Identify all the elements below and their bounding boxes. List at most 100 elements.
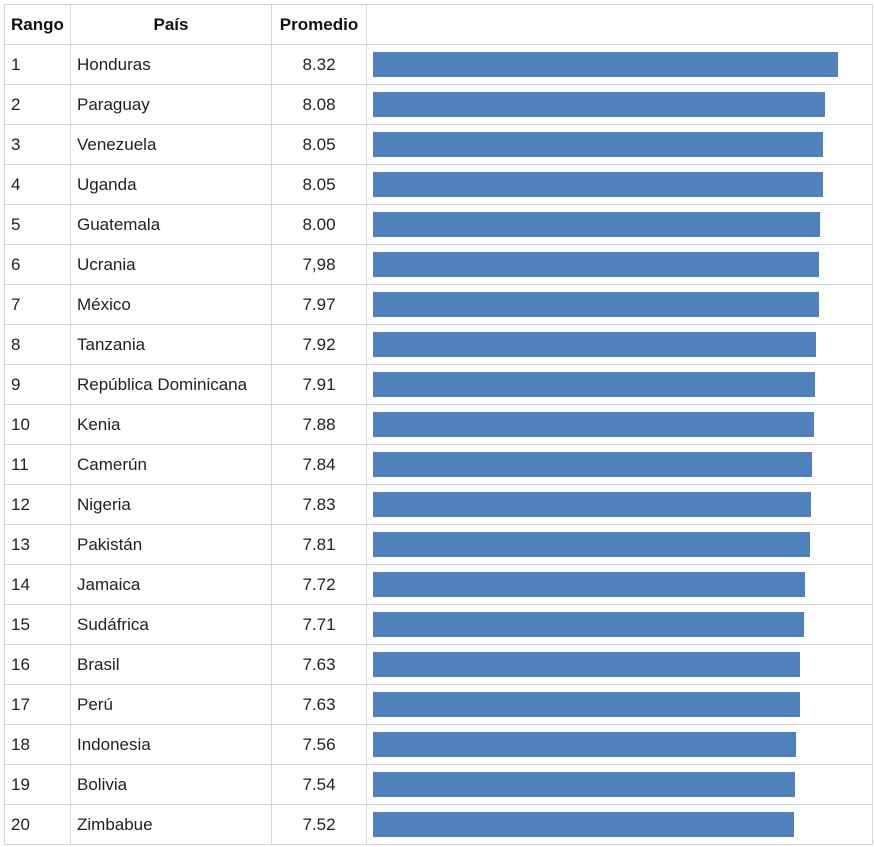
- bar-zimbabue: [373, 812, 794, 837]
- average-cell: 7.88: [271, 404, 367, 445]
- average-cell: 8.08: [271, 84, 367, 125]
- header-rank: Rango: [4, 4, 71, 45]
- bar-track: [373, 532, 866, 557]
- country-cell: Tanzania: [70, 324, 272, 365]
- bar-uganda: [373, 172, 824, 197]
- bar-track: [373, 612, 866, 637]
- average-cell: 7.54: [271, 764, 367, 805]
- bar-jamaica: [373, 572, 805, 597]
- table-row: 7 México 7.97: [4, 284, 873, 325]
- bar-guatemala: [373, 212, 821, 237]
- country-cell: República Dominicana: [70, 364, 272, 405]
- header-bar: [366, 4, 873, 45]
- bar-cell: [366, 124, 873, 165]
- ranking-table: Rango País Promedio 1 Honduras 8.32 2 Paragu…: [4, 4, 873, 845]
- rank-cell: 4: [4, 164, 71, 205]
- bar-indonesia: [373, 732, 796, 757]
- average-cell: 8.32: [271, 44, 367, 85]
- header-average: Promedio: [271, 4, 367, 45]
- average-cell: 7.63: [271, 644, 367, 685]
- rank-cell: 16: [4, 644, 71, 685]
- table-row: 14 Jamaica 7.72: [4, 564, 873, 605]
- bar-ucrania: [373, 252, 820, 277]
- rank-cell: 14: [4, 564, 71, 605]
- bar-sudáfrica: [373, 612, 805, 637]
- rank-cell: 6: [4, 244, 71, 285]
- table-row: 1 Honduras 8.32: [4, 44, 873, 85]
- table-row: 5 Guatemala 8.00: [4, 204, 873, 245]
- table-row: 2 Paraguay 8.08: [4, 84, 873, 125]
- bar-bolivia: [373, 772, 795, 797]
- average-cell: 7,98: [271, 244, 367, 285]
- bar-república-dominicana: [373, 372, 816, 397]
- bar-track: [373, 572, 866, 597]
- bar-cell: [366, 364, 873, 405]
- rank-cell: 12: [4, 484, 71, 525]
- bar-cell: [366, 44, 873, 85]
- bar-track: [373, 252, 866, 277]
- average-cell: 7.81: [271, 524, 367, 565]
- bar-track: [373, 292, 866, 317]
- average-cell: 7.84: [271, 444, 367, 485]
- bar-track: [373, 452, 866, 477]
- bar-cell: [366, 284, 873, 325]
- bar-track: [373, 492, 866, 517]
- table-row: 6 Ucrania 7,98: [4, 244, 873, 285]
- bar-track: [373, 212, 866, 237]
- rank-cell: 2: [4, 84, 71, 125]
- rank-cell: 18: [4, 724, 71, 765]
- average-cell: 7.56: [271, 724, 367, 765]
- average-cell: 8.05: [271, 124, 367, 165]
- rank-cell: 1: [4, 44, 71, 85]
- rank-cell: 11: [4, 444, 71, 485]
- country-cell: México: [70, 284, 272, 325]
- table-row: 9 República Dominicana 7.91: [4, 364, 873, 405]
- rank-cell: 10: [4, 404, 71, 445]
- bar-honduras: [373, 52, 839, 77]
- country-cell: Bolivia: [70, 764, 272, 805]
- average-cell: 8.00: [271, 204, 367, 245]
- average-cell: 7.83: [271, 484, 367, 525]
- table-row: 16 Brasil 7.63: [4, 644, 873, 685]
- bar-track: [373, 372, 866, 397]
- bar-cell: [366, 164, 873, 205]
- country-cell: Indonesia: [70, 724, 272, 765]
- table-row: 8 Tanzania 7.92: [4, 324, 873, 365]
- rank-cell: 20: [4, 804, 71, 845]
- bar-cell: [366, 484, 873, 525]
- bar-camerún: [373, 452, 812, 477]
- bar-cell: [366, 244, 873, 285]
- country-cell: Brasil: [70, 644, 272, 685]
- bar-track: [373, 52, 866, 77]
- bar-paraguay: [373, 92, 825, 117]
- table-row: 15 Sudáfrica 7.71: [4, 604, 873, 645]
- country-cell: Camerún: [70, 444, 272, 485]
- bar-cell: [366, 724, 873, 765]
- bar-cell: [366, 84, 873, 125]
- bar-track: [373, 332, 866, 357]
- country-cell: Ucrania: [70, 244, 272, 285]
- bar-cell: [366, 764, 873, 805]
- table-row: 17 Perú 7.63: [4, 684, 873, 725]
- rank-cell: 3: [4, 124, 71, 165]
- bar-track: [373, 412, 866, 437]
- country-cell: Jamaica: [70, 564, 272, 605]
- bar-perú: [373, 692, 800, 717]
- bar-cell: [366, 644, 873, 685]
- header-row: Rango País Promedio: [4, 4, 873, 45]
- bar-track: [373, 692, 866, 717]
- bar-track: [373, 652, 866, 677]
- country-cell: Venezuela: [70, 124, 272, 165]
- bar-cell: [366, 684, 873, 725]
- bar-track: [373, 172, 866, 197]
- table-row: 19 Bolivia 7.54: [4, 764, 873, 805]
- bar-tanzania: [373, 332, 816, 357]
- average-cell: 7.91: [271, 364, 367, 405]
- table-row: 13 Pakistán 7.81: [4, 524, 873, 565]
- rank-cell: 17: [4, 684, 71, 725]
- bar-cell: [366, 604, 873, 645]
- country-cell: Zimbabue: [70, 804, 272, 845]
- average-cell: 7.63: [271, 684, 367, 725]
- header-country: País: [70, 4, 272, 45]
- country-cell: Uganda: [70, 164, 272, 205]
